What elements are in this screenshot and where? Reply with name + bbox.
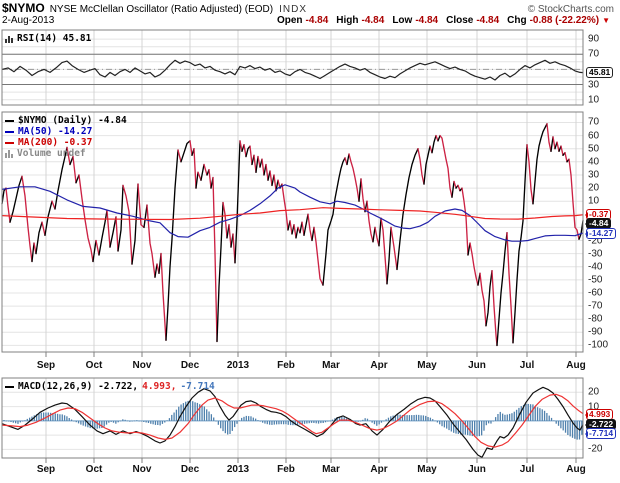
x-axis-month-label: Dec [180, 464, 200, 475]
quote-label: Chg [507, 15, 527, 26]
nymo-legend-label: $NYMO (Daily) -4.84 [18, 115, 127, 126]
volume-legend-label: Volume undef [17, 148, 86, 159]
macd-legend: MACD(12,26,9) -2.722, 4.993, -7.714 [5, 381, 215, 392]
main-legend: $NYMO (Daily) -4.84 MA(50) -14.27 MA(200… [5, 115, 127, 159]
x-axis-month-label: Apr [370, 360, 388, 371]
quote-value: -0.88 (-22.22%) [529, 15, 600, 26]
quote-value: -4.84 [305, 15, 329, 26]
y-axis-label: -50 [588, 274, 603, 286]
value-badge: -14.27 [584, 228, 617, 239]
x-axis-month-label: Nov [132, 360, 152, 371]
quote-value: -4.84 [415, 15, 439, 26]
quote-value: -4.84 [476, 15, 500, 26]
change-down-triangle-icon: ▼ [602, 16, 610, 25]
x-axis-month-label: Aug [566, 360, 586, 371]
x-axis-month-label: Jul [519, 464, 535, 475]
y-axis-label: 50 [588, 143, 600, 155]
nymo-line-swatch [5, 119, 14, 122]
rsi-legend: RSI(14) 45.81 [5, 33, 91, 44]
y-axis-label: -60 [588, 287, 603, 299]
quote-header: 2-Aug-2013 Open -4.84 High -4.84 Low -4.84 Clo… [2, 15, 610, 26]
ma50-legend-label: MA(50) -14.27 [18, 126, 93, 137]
x-axis-month-label: Mar [322, 464, 340, 475]
value-badge: 45.81 [586, 67, 614, 78]
x-axis-month-label: Oct [85, 360, 103, 371]
y-axis-label: 10 [588, 195, 600, 207]
y-axis-label: -80 [588, 313, 603, 325]
quote-label: Low [392, 15, 413, 26]
ticker-symbol: $NYMO [2, 1, 45, 15]
macd-hist-value: -7.714 [180, 381, 215, 392]
rsi-legend-label: RSI(14) 45.81 [17, 33, 92, 44]
quote-label: Close [446, 15, 474, 26]
x-axis-month-label: Sep [36, 464, 56, 475]
macd-legend-label: MACD(12,26,9) -2.722, [18, 381, 139, 392]
x-axis-month-label: Oct [85, 464, 103, 475]
copyright: © StockCharts.com [527, 4, 614, 15]
y-axis-label: 70 [588, 48, 600, 60]
value-badge: -7.714 [584, 428, 617, 439]
y-axis-label: 20 [588, 182, 600, 194]
y-axis-label: -20 [588, 443, 603, 455]
quote-value: -4.84 [361, 15, 385, 26]
x-axis-month-label: Dec [180, 360, 200, 371]
x-axis-month-label: Apr [370, 464, 388, 475]
x-axis-month-label: May [417, 360, 437, 371]
y-axis-label: -100 [588, 339, 609, 351]
x-axis-month-label: Jun [468, 464, 486, 475]
x-axis-month-label: Aug [566, 464, 586, 475]
y-axis-label: 10 [588, 401, 600, 413]
macd-line-swatch [5, 385, 14, 388]
quote-label: Open [276, 15, 303, 26]
y-axis-label: 60 [588, 130, 600, 142]
y-axis-label: -40 [588, 261, 603, 273]
x-axis-month-label: Feb [277, 464, 295, 475]
macd-signal-value: 4.993, [142, 381, 177, 392]
x-axis-month-label: 2013 [226, 464, 250, 475]
exchange-label: INDX [279, 4, 307, 15]
y-axis-label: -30 [588, 248, 603, 260]
y-axis-label: 90 [588, 33, 600, 45]
x-axis-month-label: Jul [519, 360, 535, 371]
y-axis-label: 30 [588, 169, 600, 181]
chart-date: 2-Aug-2013 [2, 15, 55, 26]
indicator-chart-icon [5, 34, 14, 43]
ma50-line-swatch [5, 130, 14, 133]
x-axis-month-label: Nov [132, 464, 152, 475]
y-axis-label: 10 [588, 94, 600, 106]
quote-strip: Open -4.84 High -4.84 Low -4.84 Close -4.84 Chg -… [269, 15, 610, 26]
quote-label: High [336, 15, 359, 26]
y-axis-label: 20 [588, 386, 600, 398]
volume-bars-icon [5, 149, 14, 158]
x-axis-month-label: Jun [468, 360, 486, 371]
chart-title: NYSE McClellan Oscillator (Ratio Adjuste… [49, 4, 274, 15]
y-axis-label: 70 [588, 116, 600, 128]
chart-header: $NYMO NYSE McClellan Oscillator (Ratio A… [2, 1, 614, 15]
y-axis-label: 40 [588, 156, 600, 168]
y-axis-label: -90 [588, 326, 603, 338]
x-axis-month-label: Sep [36, 360, 56, 371]
y-axis-label: -70 [588, 300, 603, 312]
x-axis-month-label: May [417, 464, 437, 475]
x-axis-month-label: Mar [322, 360, 340, 371]
x-axis-month-label: Feb [277, 360, 295, 371]
y-axis-label: 30 [588, 79, 600, 91]
ma200-legend-label: MA(200) -0.37 [18, 137, 93, 148]
x-axis-month-label: 2013 [226, 360, 250, 371]
ma200-line-swatch [5, 141, 14, 144]
y-axis-label: -20 [588, 235, 603, 247]
